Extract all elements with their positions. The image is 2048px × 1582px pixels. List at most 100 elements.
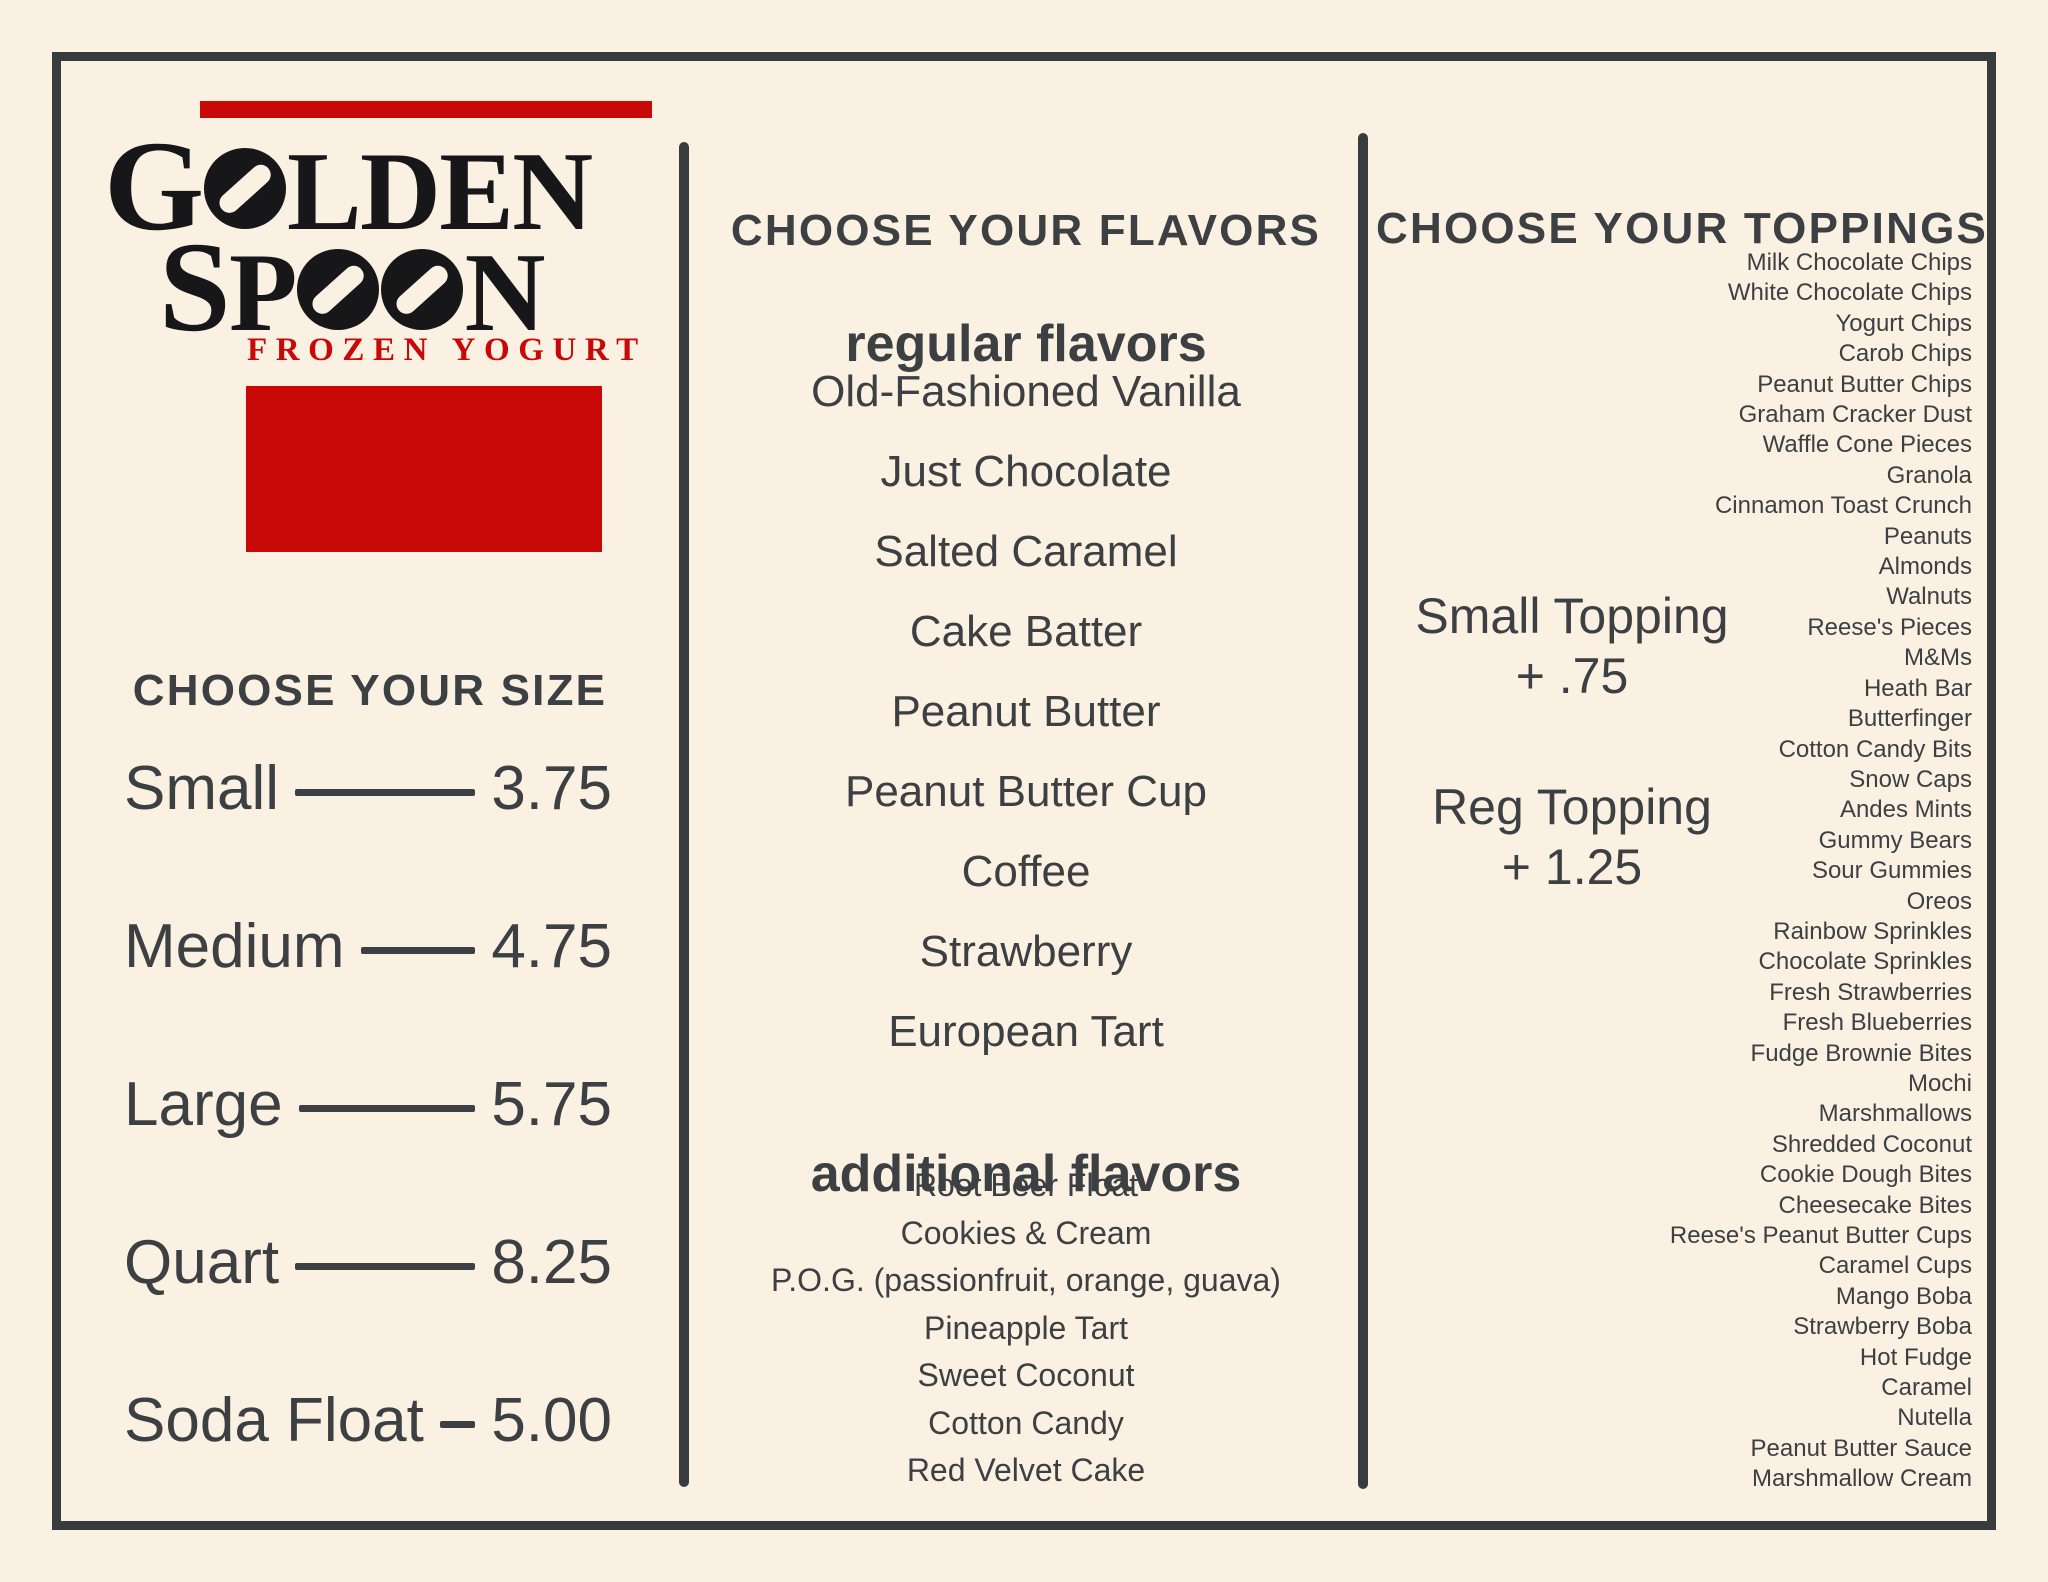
size-list: Small 3.75 Medium 4.75 Large 5.75 Quart … <box>124 742 612 1532</box>
logo-slashed-o <box>381 249 464 330</box>
size-dash-rule <box>298 1104 476 1112</box>
topping-item: Chocolate Sprinkles <box>1758 948 1972 976</box>
logo-letter: S <box>159 215 231 358</box>
topping-item: Strawberry Boba <box>1793 1313 1972 1341</box>
topping-item: M&Ms <box>1904 644 1972 672</box>
topping-item: Mango Boba <box>1835 1282 1972 1310</box>
logo-word-spoon: SP N <box>159 222 546 355</box>
topping-item: Fresh Strawberries <box>1769 978 1972 1006</box>
flavor-item: Peanut Butter Cup <box>844 767 1207 816</box>
topping-item: Reese's Peanut Butter Cups <box>1669 1222 1972 1249</box>
topping-item: Butterfinger <box>1847 705 1972 733</box>
topping-pricing: Small Topping + .75 Reg Topping + 1.25 <box>1372 586 1772 968</box>
size-dash-rule <box>295 1262 476 1270</box>
flavor-item: Root Beer Float <box>913 1167 1139 1203</box>
logo-letter: L <box>286 130 362 254</box>
topping-item: Milk Chocolate Chips <box>1746 249 1972 276</box>
topping-item: Snow Caps <box>1849 765 1972 793</box>
logo-letter: E <box>439 130 514 254</box>
size-price: 3.75 <box>491 753 612 823</box>
size-dash-rule <box>360 946 476 954</box>
topping-item: Peanut Butter Chips <box>1757 370 1972 398</box>
logo-letter: G <box>104 114 204 257</box>
flavor-item: Cake Batter <box>909 607 1143 656</box>
flavor-item: Old-Fashioned Vanilla <box>811 367 1241 416</box>
flavor-item: Salted Caramel <box>874 527 1178 576</box>
regular-flavors-heading: regular flavors <box>845 315 1207 373</box>
topping-price-label: Small Topping <box>1415 588 1729 644</box>
topping-item: Marshmallows <box>1818 1100 1972 1128</box>
flavor-item: Cookies & Cream <box>900 1214 1152 1251</box>
topping-item: Caramel Cups <box>1818 1252 1972 1280</box>
flavor-item: Red Velvet Cake <box>906 1452 1146 1488</box>
topping-item: Fresh Blueberries <box>1782 1009 1972 1037</box>
topping-item: Peanuts <box>1883 522 1972 550</box>
logo-letter: N <box>464 231 546 355</box>
topping-item: Walnuts <box>1886 583 1972 611</box>
topping-item: Oreos <box>1906 887 1972 915</box>
logo-letter: D <box>359 130 441 254</box>
topping-item: Sour Gummies <box>1811 857 1972 885</box>
flavor-item: Cotton Candy <box>928 1404 1124 1441</box>
toppings-list: Milk Chocolate Chips White Chocolate Chi… <box>1472 248 1972 1495</box>
size-dash-rule <box>439 1420 476 1428</box>
column-divider-left <box>679 142 689 1487</box>
flavor-item: Peanut Butter <box>891 687 1161 736</box>
topping-item: Almonds <box>1878 553 1972 581</box>
toppings-section-heading: CHOOSE YOUR TOPPINGS <box>1376 203 1989 253</box>
size-label: Large <box>124 1069 283 1139</box>
topping-item: Mochi <box>1907 1069 1972 1097</box>
topping-price-label: Reg Topping <box>1432 779 1712 835</box>
size-row: Small 3.75 <box>124 742 612 834</box>
topping-item: Peanut Butter Sauce <box>1750 1434 1972 1462</box>
topping-item: Waffle Cone Pieces <box>1762 431 1972 459</box>
size-price: 5.00 <box>491 1385 612 1455</box>
logo-tagline: FROZEN YOGURT <box>247 332 647 368</box>
topping-price-amount: + 1.25 <box>1501 839 1643 895</box>
flavor-item: Sweet Coconut <box>917 1357 1135 1393</box>
brand-logo: G LDEN SP N FROZEN YOGURT <box>104 98 664 554</box>
topping-item: Yogurt Chips <box>1835 309 1972 337</box>
size-section-heading: CHOOSE YOUR SIZE <box>132 665 608 715</box>
topping-item: Fudge Brownie Bites <box>1750 1039 1972 1067</box>
flavor-item: P.O.G. (passionfruit, orange, guava) <box>771 1262 1281 1298</box>
flavor-item: European Tart <box>888 1007 1164 1056</box>
topping-item: Granola <box>1886 461 1972 489</box>
topping-price-amount: + .75 <box>1515 648 1629 704</box>
logo-letter: P <box>228 231 297 355</box>
size-label: Medium <box>124 911 345 981</box>
topping-item: Cheesecake Bites <box>1778 1191 1972 1219</box>
size-price: 5.75 <box>491 1069 612 1139</box>
size-dash-rule <box>295 788 476 796</box>
logo-slashed-o <box>297 249 379 330</box>
additional-flavors-list: Root Beer Float Cookies & Cream P.O.G. (… <box>690 1162 1362 1495</box>
topping-item: Andes Mints <box>1839 796 1972 824</box>
topping-item: Heath Bar <box>1863 674 1972 702</box>
topping-item: Shredded Coconut <box>1771 1130 1972 1158</box>
size-label: Quart <box>124 1227 280 1297</box>
size-row: Medium 4.75 <box>124 900 612 992</box>
topping-item: White Chocolate Chips <box>1727 279 1972 307</box>
topping-item: Caramel <box>1881 1374 1972 1402</box>
column-divider-right <box>1358 133 1368 1489</box>
topping-item: Hot Fudge <box>1859 1343 1972 1371</box>
size-price: 4.75 <box>491 911 612 981</box>
topping-item: Marshmallow Cream <box>1751 1465 1972 1493</box>
topping-item: Gummy Bears <box>1818 826 1972 854</box>
logo-letter: N <box>512 130 593 254</box>
topping-item: Cookie Dough Bites <box>1759 1161 1972 1189</box>
logo-slashed-o <box>203 148 286 229</box>
additional-flavors-heading: additional flavors <box>810 1145 1242 1203</box>
topping-item: Reese's Pieces <box>1807 613 1972 641</box>
size-label: Soda Float <box>124 1385 424 1455</box>
flavor-item: Coffee <box>961 847 1091 896</box>
topping-item: Nutella <box>1897 1404 1972 1432</box>
topping-item: Cinnamon Toast Crunch <box>1714 492 1972 520</box>
regular-flavors-list: Old-Fashioned Vanilla Just Chocolate Sal… <box>690 352 1362 1072</box>
size-row: Large 5.75 <box>124 1058 612 1150</box>
menu-border <box>52 52 1996 1530</box>
size-row: Quart 8.25 <box>124 1216 612 1308</box>
logo-word-golden: G LDEN <box>104 121 593 254</box>
flavor-item: Just Chocolate <box>880 447 1172 496</box>
